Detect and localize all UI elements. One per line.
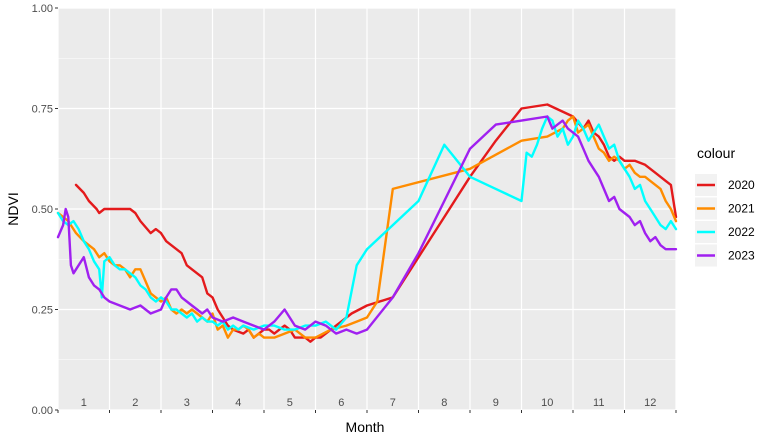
- x-tick-label: 5: [287, 397, 293, 409]
- legend-title: colour: [697, 145, 735, 161]
- x-tick-label: 3: [184, 397, 190, 409]
- legend-label-2022: 2022: [728, 225, 755, 239]
- y-axis-title: NDVI: [5, 192, 21, 225]
- legend-label-2021: 2021: [728, 202, 755, 216]
- legend-items: 2020 2021 2022 2023: [695, 174, 755, 267]
- series-line-2023: [56, 115, 678, 335]
- y-tick-label: 0.00: [32, 405, 53, 417]
- x-axis-title: Month: [346, 419, 385, 435]
- x-tick-label: 9: [493, 397, 499, 409]
- series-line-2021: [56, 115, 678, 339]
- legend: colour 2020 2021 2022 2023: [695, 145, 755, 267]
- series-lines: [56, 103, 678, 343]
- y-tick-label: 0.50: [32, 204, 53, 216]
- y-tick-label: 0.25: [32, 305, 53, 317]
- series-line-2020: [74, 103, 678, 343]
- x-tick-label: 8: [441, 397, 447, 409]
- y-axis-ticks: 0.00 0.25 0.50 0.75 1.00: [32, 3, 58, 417]
- x-tick-label: 7: [390, 397, 396, 409]
- x-tick-label: 10: [541, 397, 553, 409]
- y-tick-label: 1.00: [32, 3, 53, 15]
- legend-label-2023: 2023: [728, 249, 755, 263]
- x-tick-label: 12: [644, 397, 656, 409]
- x-tick-label: 4: [235, 397, 241, 409]
- x-tick-label: 1: [81, 397, 87, 409]
- legend-label-2020: 2020: [728, 178, 755, 192]
- x-tick-label: 11: [593, 397, 604, 409]
- x-tick-label: 6: [338, 397, 344, 409]
- y-tick-label: 0.75: [32, 104, 53, 116]
- x-axis-ticks: 1 2 3 4 5 6 7 8 9 10 11 12: [57, 397, 677, 413]
- x-tick-label: 2: [132, 397, 138, 409]
